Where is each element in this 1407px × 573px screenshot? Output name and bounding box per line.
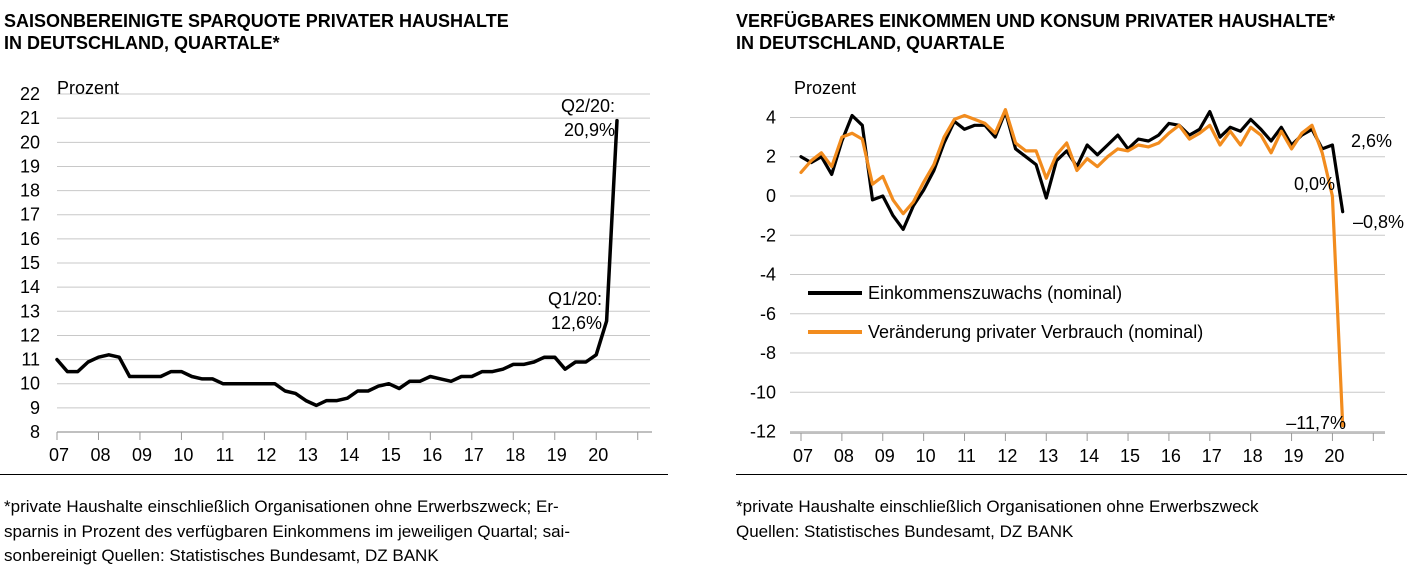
y-axis-unit-label: Prozent <box>794 78 856 98</box>
annotation-label: 20,9% <box>564 120 615 140</box>
annotation-label: –0,8% <box>1353 212 1404 232</box>
x-tick-label: 18 <box>505 445 525 465</box>
y-tick-label: 15 <box>20 253 40 273</box>
y-tick-label: -8 <box>760 343 776 363</box>
y-tick-label: 0 <box>766 186 776 206</box>
left-footnote-line-3: sonbereinigt Quellen: Statistisches Bund… <box>4 546 439 565</box>
y-tick-label: 22 <box>20 84 40 104</box>
x-tick-label: 11 <box>957 446 976 466</box>
right-footnote-line-1: *private Haushalte einschließlich Organi… <box>736 497 1259 516</box>
x-tick-label: 19 <box>1284 446 1304 466</box>
x-tick-label: 14 <box>339 445 359 465</box>
income-consumption-chart: -12 -10 -8 -6 -4 -2 0 2 4 07 08 09 10 11 12 13 14 15 16 17 1… <box>750 78 1404 466</box>
x-tick-label: 12 <box>256 445 276 465</box>
y-tick-label: 9 <box>30 398 40 418</box>
x-tick-label: 15 <box>381 445 401 465</box>
y-tick-label: 19 <box>20 156 40 176</box>
x-tick-label: 08 <box>90 445 110 465</box>
left-title-line-1: SAISONBEREINIGTE SPARQUOTE PRIVATER HAUS… <box>4 11 509 31</box>
x-tick-label: 20 <box>588 445 608 465</box>
right-footnote: *private Haushalte einschließlich Organi… <box>736 495 1259 544</box>
legend: Einkommenszuwachs (nominal) Veränderung p… <box>808 283 1203 342</box>
y-tick-label: 17 <box>20 205 40 225</box>
y-tick-label: 4 <box>766 107 776 127</box>
y-tick-label: 20 <box>20 132 40 152</box>
y-tick-label: 2 <box>766 147 776 167</box>
y-tick-label: 16 <box>20 229 40 249</box>
annotation-label: Q2/20: <box>561 96 615 116</box>
right-title-line-2: IN DEUTSCHLAND, QUARTALE <box>736 33 1005 53</box>
x-tick-label: 10 <box>173 445 193 465</box>
x-tick-label: 14 <box>1079 446 1099 466</box>
x-tick-label: 12 <box>997 446 1017 466</box>
x-tick-label: 16 <box>1161 446 1181 466</box>
x-tick-label: 07 <box>793 446 813 466</box>
y-tick-label: 14 <box>20 277 40 297</box>
y-tick-label: -6 <box>760 304 776 324</box>
y-tick-label: 10 <box>20 374 40 394</box>
x-tick-label: 07 <box>49 445 69 465</box>
x-tick-label: 09 <box>132 445 152 465</box>
right-title-line-1: VERFÜGBARES EINKOMMEN UND KONSUM PRIVATE… <box>736 11 1336 31</box>
x-tick-label: 16 <box>422 445 442 465</box>
left-chart-title: SAISONBEREINIGTE SPARQUOTE PRIVATER HAUS… <box>4 10 509 54</box>
y-tick-label: 21 <box>20 108 40 128</box>
y-tick-label: -2 <box>760 225 776 245</box>
y-tick-label: 8 <box>30 422 40 442</box>
x-tick-label: 13 <box>298 445 318 465</box>
left-footnote: *private Haushalte einschließlich Organi… <box>4 495 570 569</box>
y-axis-unit-label: Prozent <box>57 78 119 98</box>
x-tick-label: 10 <box>916 446 936 466</box>
x-tick-label: 11 <box>216 445 235 465</box>
right-divider <box>736 474 1407 475</box>
right-footnote-line-2: Quellen: Statistisches Bundesamt, DZ BAN… <box>736 521 1074 541</box>
savings-series-line-1 <box>55 118 619 408</box>
savings-rate-chart: 8 9 10 11 12 13 14 15 16 17 18 19 20 21 22 07 08 09 10 11 12… <box>20 78 652 465</box>
y-tick-label: 13 <box>20 301 40 321</box>
x-tick-label: 17 <box>464 445 484 465</box>
x-tick-label: 20 <box>1324 446 1344 466</box>
income-series-line-1 <box>799 109 1345 231</box>
left-footnote-line-2: sparnis in Prozent des verfügbaren Einko… <box>4 521 570 541</box>
y-tick-label: -10 <box>750 382 776 402</box>
annotation-label: –11,7% <box>1286 413 1346 433</box>
legend-label: Veränderung privater Verbrauch (nominal) <box>868 322 1203 342</box>
left-footnote-line-1: *private Haushalte einschließlich Organi… <box>4 497 559 516</box>
annotation-label: 12,6% <box>551 313 602 333</box>
x-tick-label: 19 <box>547 445 567 465</box>
y-tick-label: -4 <box>760 265 776 285</box>
income-series-line-2 <box>799 107 1345 428</box>
x-tick-label: 09 <box>875 446 895 466</box>
x-tick-label: 15 <box>1120 446 1140 466</box>
x-tick-label: 17 <box>1202 446 1222 466</box>
left-divider <box>0 474 668 475</box>
y-tick-label: 18 <box>20 181 40 201</box>
x-tick-label: 08 <box>834 446 854 466</box>
legend-label: Einkommenszuwachs (nominal) <box>868 283 1122 303</box>
left-title-line-2: IN DEUTSCHLAND, QUARTALE* <box>4 33 280 53</box>
x-tick-label: 13 <box>1038 446 1058 466</box>
y-tick-label: 11 <box>21 350 40 370</box>
annotation-label: 0,0% <box>1294 174 1335 194</box>
y-tick-label: -12 <box>750 422 776 442</box>
annotation-label: 2,6% <box>1351 131 1392 151</box>
y-tick-label: 12 <box>20 325 40 345</box>
right-chart-title: VERFÜGBARES EINKOMMEN UND KONSUM PRIVATE… <box>736 10 1335 54</box>
annotation-label: Q1/20: <box>548 289 602 309</box>
x-tick-label: 18 <box>1243 446 1263 466</box>
